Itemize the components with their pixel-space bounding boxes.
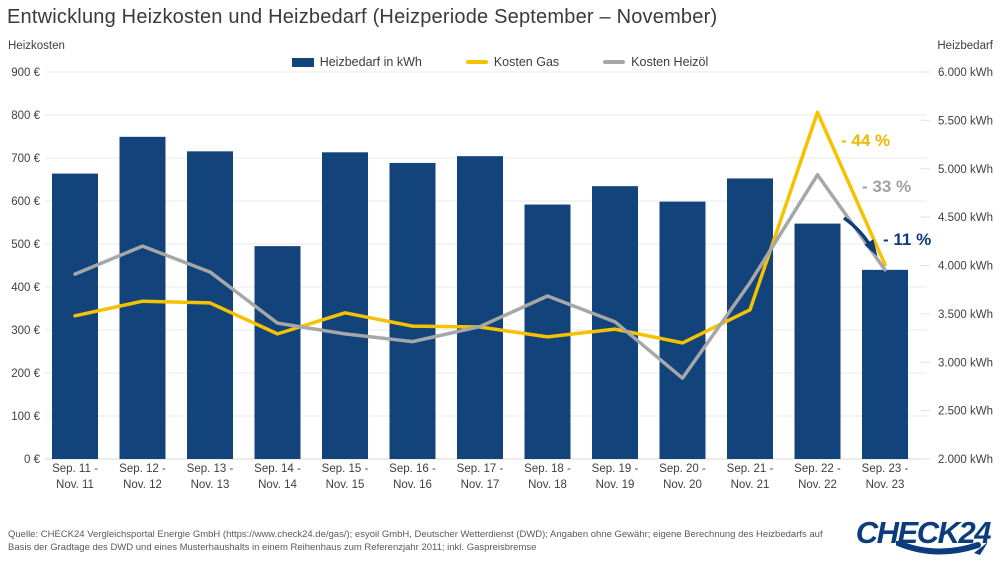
x-axis-category-label: Sep. 12 -Nov. 12 [119, 463, 166, 491]
legend-item-gas: Kosten Gas [465, 55, 560, 69]
x-axis-category-label: Sep. 19 -Nov. 19 [592, 463, 639, 491]
bar-2 [119, 136, 166, 459]
decline-arrowhead [864, 239, 878, 257]
legend-label: Kosten Gas [493, 55, 560, 69]
x-axis-category-label: Sep. 11 -Nov. 11 [52, 463, 98, 491]
check24-logo: CHECK24 [825, 515, 992, 560]
left-axis-tick-label: 200 € [11, 368, 40, 380]
bar-6 [389, 162, 436, 459]
x-axis-category-label: Sep. 14 -Nov. 14 [254, 463, 301, 491]
legend: Heizbedarf in kWh Kosten Gas Kosten Heiz… [0, 55, 1000, 69]
left-axis-tick-label: 700 € [11, 153, 40, 165]
check24-swoosh-icon [896, 541, 988, 555]
left-axis-tick-label: 0 € [24, 454, 41, 466]
legend-label: Kosten Heizöl [631, 55, 709, 69]
source-note: Quelle: CHECK24 Vergleichsportal Energie… [8, 529, 823, 553]
left-axis-tick-label: 500 € [11, 239, 40, 251]
right-axis-tick-label: 5.500 kWh [938, 115, 993, 127]
bar-8 [524, 204, 571, 459]
bar-3 [187, 151, 233, 459]
left-axis-tick-label: 600 € [11, 196, 40, 208]
gas-line-swatch-icon [465, 60, 488, 64]
x-axis-category-label: Sep. 20 -Nov. 20 [659, 463, 706, 491]
chart-title: Entwicklung Heizkosten und Heizbedarf (H… [7, 6, 718, 28]
right-axis-tick-label: 4.000 kWh [938, 261, 993, 273]
x-axis-category-label: Sep. 13 -Nov. 13 [187, 463, 234, 491]
right-axis-tick-label: 4.500 kWh [938, 212, 993, 224]
bar-5 [322, 152, 368, 460]
right-axis-tick-label: 3.500 kWh [938, 309, 993, 321]
bar-swatch-icon [291, 57, 314, 67]
bar-4 [254, 246, 301, 459]
legend-label: Heizbedarf in kWh [319, 55, 422, 69]
x-axis-category-label: Sep. 16 -Nov. 16 [389, 463, 436, 491]
right-axis-tick-label: 2.500 kWh [938, 406, 993, 418]
left-axis-caption: Heizkosten [8, 40, 65, 52]
annotation-1: - 44 % [841, 131, 890, 150]
left-axis-tick-label: 800 € [11, 110, 40, 122]
right-axis-tick-label: 6.000 kWh [938, 67, 993, 79]
x-axis-category-label: Sep. 15 -Nov. 15 [322, 463, 369, 491]
right-axis-tick-label: 5.000 kWh [938, 164, 993, 176]
x-axis-category-label: Sep. 23 -Nov. 23 [862, 463, 909, 491]
x-axis-category-label: Sep. 22 -Nov. 22 [794, 463, 841, 491]
left-axis-tick-label: 100 € [11, 411, 40, 423]
bar-13 [862, 269, 908, 459]
legend-item-heizbedarf: Heizbedarf in kWh [291, 55, 422, 69]
left-axis-tick-label: 400 € [11, 282, 40, 294]
right-axis-tick-label: 2.000 kWh [938, 454, 993, 466]
right-axis-caption: Heizbedarf [937, 40, 993, 52]
check24-logo-text: CHECK24 [855, 515, 992, 550]
legend-item-heizoel: Kosten Heizöl [603, 55, 708, 69]
annotation-3: - 11 % [883, 230, 931, 249]
oil-line-swatch-icon [603, 60, 626, 64]
bar-12 [794, 223, 841, 459]
x-axis-category-label: Sep. 21 -Nov. 21 [727, 463, 774, 491]
annotation-2: - 33 % [862, 177, 911, 196]
bar-7 [457, 156, 503, 460]
left-axis-tick-label: 900 € [11, 67, 40, 79]
right-axis-tick-label: 3.000 kWh [938, 357, 993, 369]
x-axis-category-label: Sep. 17 -Nov. 17 [457, 463, 504, 491]
bar-10 [659, 201, 706, 459]
oil-line [73, 173, 887, 380]
x-axis-category-label: Sep. 18 -Nov. 18 [524, 463, 571, 491]
left-axis-tick-label: 300 € [11, 325, 40, 337]
